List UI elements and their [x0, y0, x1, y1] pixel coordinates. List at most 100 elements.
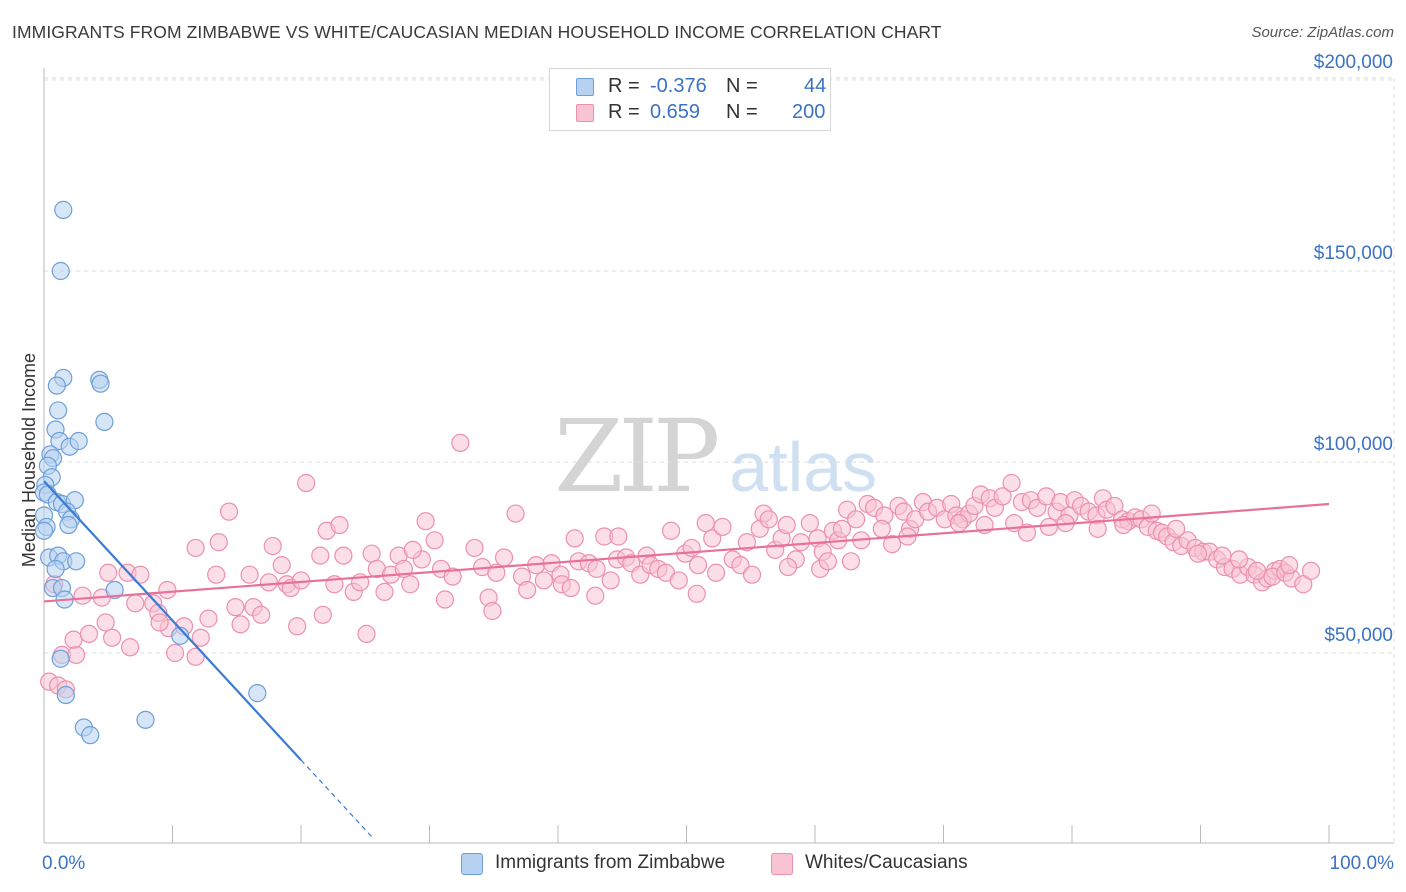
point-whites [949, 514, 969, 533]
point-whites [1247, 561, 1267, 580]
point-zimbabwe [46, 559, 65, 579]
legend-r-value-whites: 0.659 [650, 101, 701, 123]
point-whites [565, 529, 584, 548]
point-zimbabwe [91, 374, 110, 393]
point-whites [669, 571, 688, 590]
point-zimbabwe [69, 431, 88, 451]
bottom-legend-swatch-whites [771, 853, 793, 875]
legend-n-value-zimbabwe: 44 [804, 75, 827, 97]
bottom-legend-label-zimbabwe: Immigrants from Zimbabwe [495, 852, 726, 873]
x-tick-label-max: 100.0% [1330, 853, 1395, 874]
point-whites [882, 535, 902, 554]
point-whites [1166, 519, 1186, 538]
point-whites [800, 514, 819, 533]
correlation-legend: R = -0.376 N = 44 R = 0.659 N = 200 [549, 68, 831, 131]
watermark-atlas: atlas [729, 428, 878, 506]
point-whites [778, 557, 798, 577]
point-whites [1280, 556, 1299, 575]
point-zimbabwe [34, 521, 54, 540]
y-tick-label: $200,000 [1314, 52, 1393, 73]
point-whites [1301, 561, 1321, 580]
point-whites [609, 527, 628, 546]
point-zimbabwe [59, 515, 78, 535]
chart-title: IMMIGRANTS FROM ZIMBABWE VS WHITE/CAUCAS… [12, 22, 942, 42]
point-whites [534, 571, 553, 590]
point-whites [818, 552, 837, 571]
point-zimbabwe [105, 580, 124, 600]
point-whites [103, 628, 122, 647]
point-whites [696, 514, 715, 533]
y-tick-label: $150,000 [1314, 243, 1393, 264]
point-whites [1142, 504, 1161, 523]
point-zimbabwe [54, 200, 73, 219]
point-whites [199, 609, 218, 628]
point-whites [73, 586, 92, 605]
point-whites [425, 531, 444, 550]
point-whites [362, 544, 381, 563]
trendline-whites [43, 502, 1330, 603]
y-tick-label: $50,000 [1324, 625, 1393, 646]
point-zimbabwe [49, 401, 68, 420]
point-whites [1105, 496, 1124, 516]
point-whites [158, 580, 177, 600]
legend-r-label: R = [608, 75, 640, 97]
point-whites [416, 512, 435, 531]
point-whites [191, 628, 210, 647]
trendline-zimbabwe [43, 480, 302, 761]
point-whites [311, 546, 330, 565]
x-tick-label-min: 0.0% [42, 853, 85, 874]
point-whites [1229, 550, 1249, 569]
legend-n-label: N = [726, 75, 758, 97]
point-whites [99, 563, 118, 582]
point-whites [586, 586, 605, 605]
point-whites [1188, 544, 1208, 563]
point-whites [120, 638, 140, 657]
point-zimbabwe [47, 376, 66, 395]
point-whites [832, 519, 852, 538]
point-whites [297, 473, 316, 493]
point-whites [231, 615, 250, 634]
y-axis-label: Median Household Income [19, 353, 39, 567]
point-whites [872, 519, 891, 538]
point-whites [713, 517, 732, 537]
point-whites [313, 605, 332, 624]
point-whites [263, 536, 282, 556]
point-whites [791, 533, 810, 552]
point-whites [993, 487, 1012, 506]
point-whites [259, 573, 278, 592]
point-whites [601, 571, 620, 590]
point-whites [1294, 575, 1313, 594]
point-whites [465, 538, 484, 558]
point-zimbabwe [81, 726, 100, 745]
point-whites [403, 540, 422, 559]
point-whites [688, 556, 708, 575]
watermark: ZIP atlas [554, 398, 877, 515]
trendline-zimbabwe-extension [300, 759, 373, 838]
point-whites [777, 515, 796, 535]
point-whites [330, 515, 349, 535]
bottom-legend-swatch-zimbabwe [461, 853, 483, 875]
point-whites [451, 433, 470, 452]
point-whites [742, 565, 762, 584]
point-whites [67, 645, 86, 665]
point-whites [1088, 519, 1107, 538]
legend-r-value-zimbabwe: -0.376 [650, 75, 707, 97]
point-whites [841, 552, 861, 571]
point-whites [226, 598, 245, 617]
point-whites [64, 630, 83, 649]
point-whites [288, 617, 307, 636]
legend-n-label: N = [726, 101, 758, 123]
point-zimbabwe [248, 684, 267, 703]
point-whites [506, 504, 525, 523]
legend-n-value-whites: 200 [792, 101, 826, 123]
point-whites [186, 647, 205, 666]
point-whites [272, 556, 291, 575]
point-whites [435, 590, 455, 609]
point-whites [1017, 523, 1037, 542]
point-whites [443, 567, 462, 586]
point-whites [687, 584, 706, 603]
point-whites [587, 559, 606, 579]
point-zimbabwe [67, 552, 86, 571]
point-whites [126, 594, 145, 613]
point-whites [703, 529, 722, 548]
